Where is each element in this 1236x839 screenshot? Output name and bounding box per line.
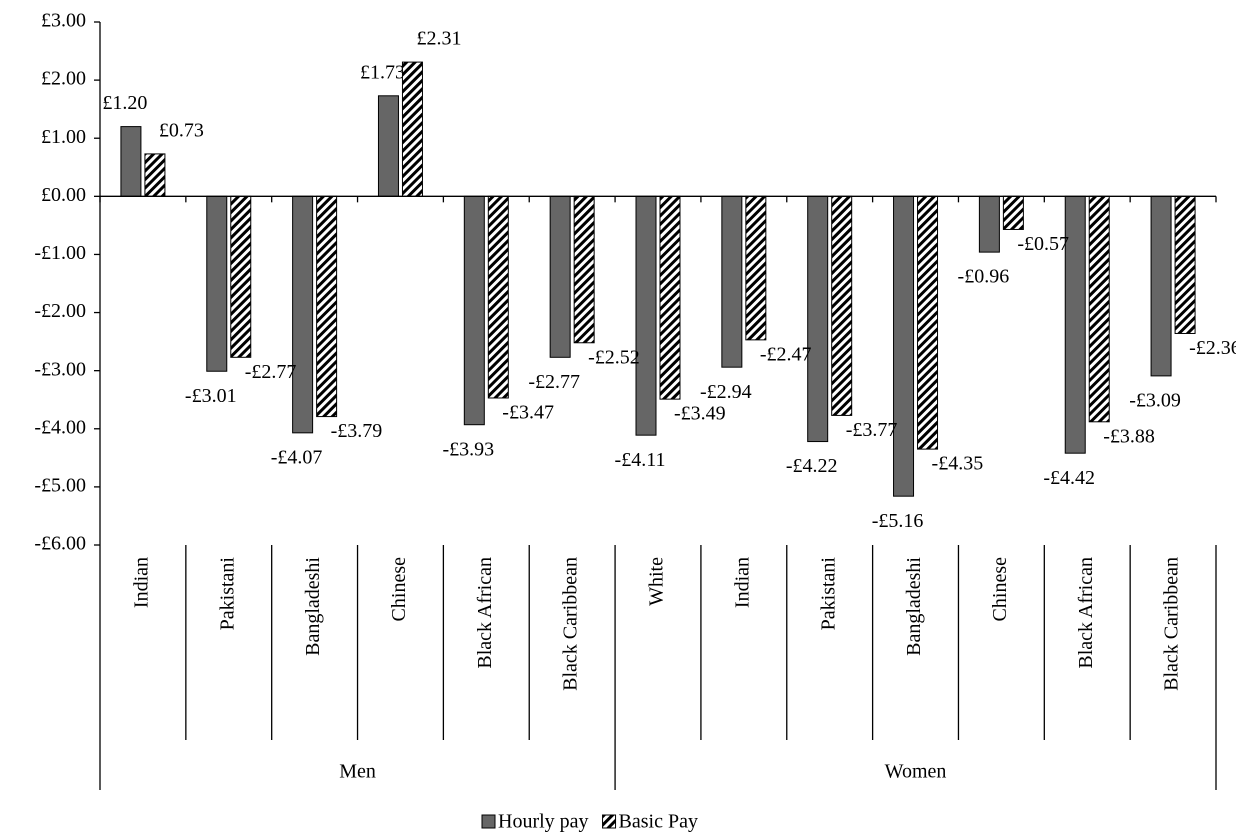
data-label: -£3.93 (442, 438, 494, 460)
bar (659, 195, 681, 400)
x-tick-label: Bangladeshi (302, 557, 324, 656)
legend-swatch (602, 814, 617, 829)
data-label: -£4.22 (786, 455, 838, 477)
bar (316, 195, 338, 418)
data-label: -£2.77 (245, 361, 297, 383)
bar (745, 195, 767, 341)
data-label: -£2.47 (760, 343, 812, 365)
data-label: £0.73 (159, 120, 204, 142)
bar (807, 195, 829, 443)
data-label: -£3.77 (846, 419, 898, 441)
bar (893, 195, 915, 497)
y-tick-label: -£6.00 (34, 533, 86, 555)
bar (144, 153, 166, 197)
bar (549, 195, 571, 358)
bar (721, 195, 743, 368)
data-label: -£0.57 (1017, 233, 1069, 255)
y-tick-label: -£3.00 (34, 358, 86, 380)
data-label: -£3.49 (674, 403, 726, 425)
y-tick-label: -£4.00 (34, 416, 86, 438)
x-tick-label: Black Caribbean (560, 557, 582, 691)
bar (206, 195, 228, 372)
bar (463, 195, 485, 426)
legend-label: Hourly pay (498, 811, 589, 833)
x-tick-label: Chinese (388, 557, 410, 622)
data-label: -£3.09 (1129, 389, 1181, 411)
bar (1150, 195, 1172, 377)
y-tick-label: £3.00 (41, 10, 86, 32)
bar (1002, 195, 1024, 230)
data-label: £2.31 (416, 28, 461, 50)
data-label: -£0.96 (958, 266, 1010, 288)
bar (401, 61, 423, 197)
y-tick-label: £0.00 (41, 184, 86, 206)
x-tick-label: Black African (1075, 557, 1097, 669)
group-label: Men (339, 761, 376, 783)
x-tick-label: Indian (731, 557, 753, 608)
data-label: -£3.01 (185, 385, 237, 407)
x-tick-label: Pakistani (817, 557, 839, 631)
bar (120, 126, 142, 197)
x-tick-label: Black Caribbean (1161, 557, 1183, 691)
data-label: £1.73 (360, 61, 405, 83)
data-label: -£3.47 (502, 402, 554, 424)
legend-label: Basic Pay (619, 811, 698, 833)
data-label: -£3.88 (1103, 425, 1155, 447)
y-tick-label: -£5.00 (34, 474, 86, 496)
data-label: -£3.79 (331, 420, 383, 442)
data-label: -£4.35 (932, 453, 984, 475)
data-label: -£2.77 (528, 371, 580, 393)
bar (487, 195, 509, 399)
data-label: £1.20 (102, 92, 147, 114)
group-label: Women (885, 761, 947, 783)
y-tick-label: -£1.00 (34, 242, 86, 264)
bar (1088, 195, 1110, 423)
bar (635, 195, 657, 436)
bar (917, 195, 939, 450)
y-tick-label: £1.00 (41, 126, 86, 148)
bar (831, 195, 853, 416)
bar (978, 195, 1000, 253)
x-tick-label: Chinese (989, 557, 1011, 622)
bar (1174, 195, 1196, 334)
legend-swatch (481, 814, 496, 829)
bar (573, 195, 595, 344)
x-tick-label: Bangladeshi (903, 557, 925, 656)
x-tick-label: White (646, 557, 668, 606)
y-tick-label: -£2.00 (34, 300, 86, 322)
x-tick-label: Black African (474, 557, 496, 669)
x-tick-label: Indian (131, 557, 153, 608)
data-label: -£5.16 (872, 510, 924, 532)
data-label: -£2.94 (700, 381, 752, 403)
bar (377, 95, 399, 197)
data-label: -£4.07 (271, 446, 323, 468)
y-tick-label: £2.00 (41, 68, 86, 90)
data-label: -£2.52 (588, 346, 640, 368)
data-label: -£2.36 (1189, 337, 1236, 359)
bar (292, 195, 314, 434)
x-tick-label: Pakistani (216, 557, 238, 631)
data-label: -£4.42 (1043, 467, 1095, 489)
bar (230, 195, 252, 358)
data-label: -£4.11 (615, 449, 666, 471)
